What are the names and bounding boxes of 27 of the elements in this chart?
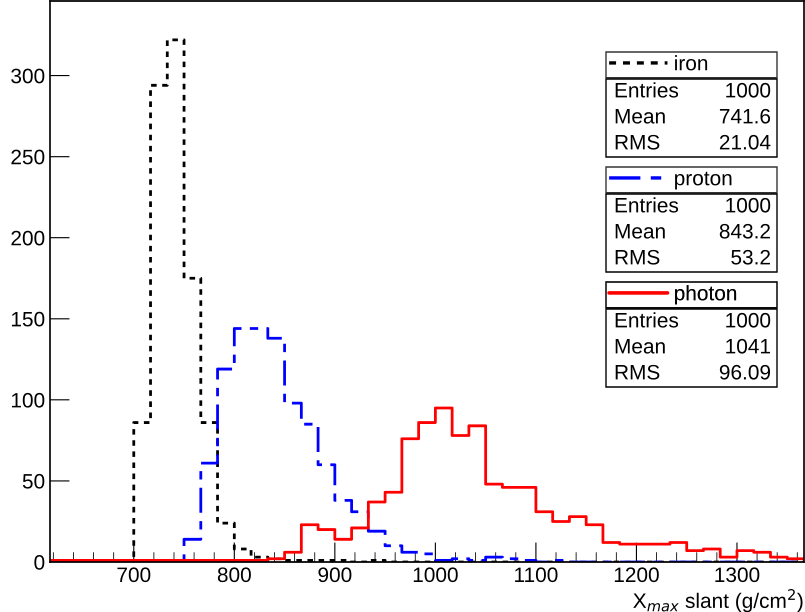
- text: Entries 1000: [616, 312, 770, 328]
- text: Mean 843.2: [616, 224, 770, 239]
- text: RMS 21.04: [616, 134, 770, 150]
- x-tick-label: 1300: [715, 567, 760, 582]
- text: RMS 96.09: [616, 364, 770, 380]
- x-axis-title: X$_{max}$ slant (g/cm$^{2}$): [633, 589, 803, 612]
- y-tick-label: 50: [22, 474, 44, 489]
- x-tick-label: 1000: [414, 567, 458, 582]
- legend-label: proton: [675, 172, 732, 190]
- x-tick-label: 800: [218, 567, 251, 582]
- y-tick-label: 200: [11, 230, 44, 246]
- legend-label: photon: [675, 285, 736, 305]
- x-tick-label: 1100: [515, 567, 558, 582]
- y-tick-label: 250: [11, 150, 44, 164]
- text: RMS 53.2: [616, 250, 770, 265]
- x-tick-label: 900: [318, 567, 352, 582]
- text: Entries 1000: [616, 197, 770, 213]
- text: Mean 1041: [616, 338, 770, 354]
- y-tick-label: 100: [12, 392, 44, 408]
- x-tick-label: 1200: [614, 567, 659, 582]
- y-tick-label: 0: [34, 555, 44, 570]
- text: Mean 741.6: [616, 108, 770, 124]
- y-tick-label: 300: [11, 68, 44, 84]
- x-tick-label: 700: [117, 567, 150, 582]
- y-tick-label: 150: [12, 312, 44, 327]
- legend-label: iron: [675, 55, 708, 70]
- text: Entries 1000: [616, 82, 770, 98]
